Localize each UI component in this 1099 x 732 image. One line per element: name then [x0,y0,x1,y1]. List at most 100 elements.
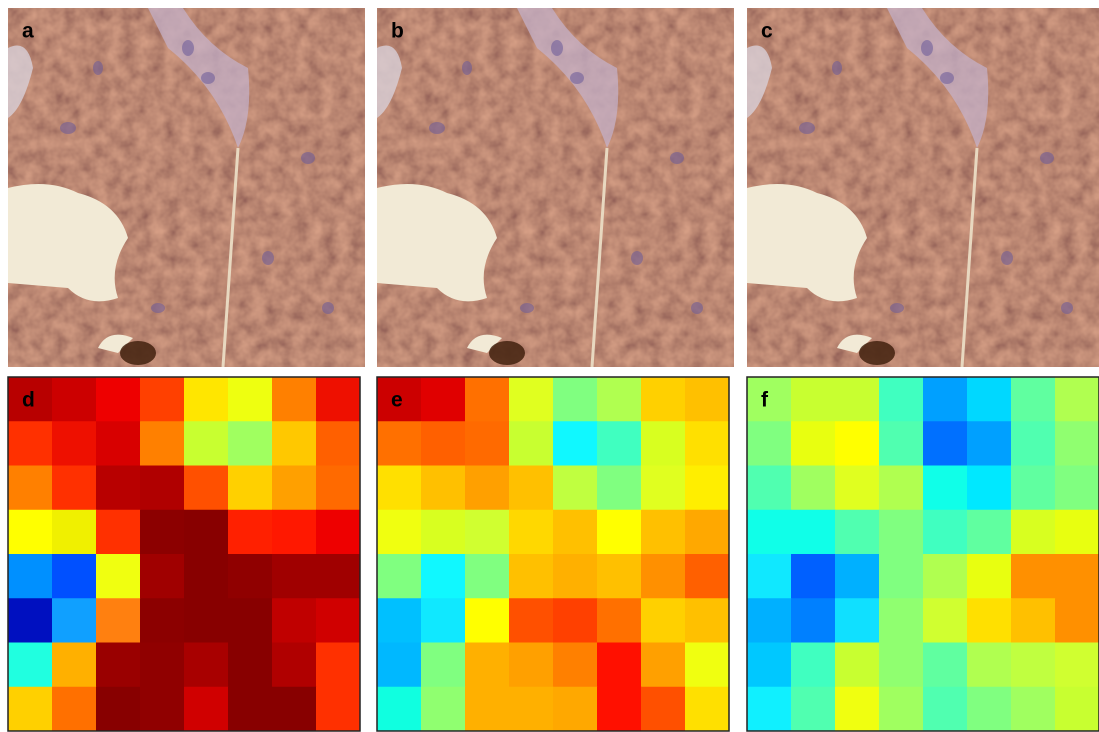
micrograph [8,8,365,367]
heatmap-cell [184,421,229,466]
heatmap-cell [685,554,730,599]
heatmap-cell [791,554,836,599]
heatmap-cell [509,466,554,511]
heatmap-cell [747,643,792,688]
heatmap-cell [228,598,273,643]
heatmap-cell [1011,510,1056,555]
heatmap-cell [8,421,53,466]
heatmap-cell [641,554,686,599]
heatmap-cell [228,466,273,511]
heatmap-cell [465,598,510,643]
heatmap-cell [377,510,422,555]
heatmap-cell [316,554,361,599]
heatmap-cell [1055,643,1099,688]
heatmap-cell [685,377,730,422]
panel-label: d [22,389,35,412]
heatmap-cell [228,377,273,422]
heatmap-cell [421,377,466,422]
heatmap-cell [835,466,880,511]
heatmap-cell [597,377,642,422]
heatmap-cell [967,510,1012,555]
heatmap-cell [228,510,273,555]
heatmap-cell [421,643,466,688]
heatmap-cell [835,377,880,422]
heatmap-cell [228,554,273,599]
heatmap-cell [272,554,317,599]
heatmap-cell [879,421,924,466]
heatmap-cell [685,421,730,466]
heatmap-cell [597,598,642,643]
heatmap-cell [52,643,97,688]
heatmap-cell [509,510,554,555]
heatmap-cell [879,598,924,643]
heatmap-cell [96,687,141,732]
heatmap-cell [685,643,730,688]
heatmap-cell [421,421,466,466]
heatmap-cell [272,377,317,422]
heatmap-cell [228,687,273,732]
heatmap-cell [553,554,598,599]
panel-label: b [391,20,404,43]
heatmap-cell [509,687,554,732]
heatmap-cell [316,421,361,466]
heatmap-cell [465,510,510,555]
heatmap-cell [747,598,792,643]
heatmap-cell [421,554,466,599]
heatmap-cell [465,687,510,732]
heatmap-cell [52,510,97,555]
heatmap-cell [184,466,229,511]
heatmap-cell [272,421,317,466]
heatmap-cell [140,466,185,511]
heatmap-cell [52,554,97,599]
heatmap-cell [1055,554,1099,599]
heatmap-cell [377,643,422,688]
heatmap-cell [421,598,466,643]
heatmap-cell [140,510,185,555]
heatmap-cell [140,554,185,599]
heatmap-cell [923,377,968,422]
heatmap-cell [553,510,598,555]
heatmap-cell [184,687,229,732]
heatmap-cell [923,466,968,511]
heatmap-cell [184,554,229,599]
heatmap-cell [1055,377,1099,422]
heatmap-cell [184,598,229,643]
heatmap-cell [272,510,317,555]
heatmap-cell [228,643,273,688]
heatmap-cell [641,421,686,466]
heatmap-cell [316,598,361,643]
heatmap-cell [1055,421,1099,466]
heatmap-cell [967,687,1012,732]
heatmap-cell [1011,598,1056,643]
heatmap-cell [52,598,97,643]
heatmap-cell [96,554,141,599]
heatmap-cell [140,421,185,466]
heatmap-cell [96,510,141,555]
heatmap-cell [184,377,229,422]
heatmap-cell [879,466,924,511]
heatmap-cell [879,377,924,422]
panel-label: f [761,389,769,412]
heatmap-cell [747,421,792,466]
heatmap-cell [52,377,97,422]
heatmap-cell [597,554,642,599]
heatmap-cell [316,377,361,422]
heatmap-cell [791,421,836,466]
heatmap-cell [96,643,141,688]
heatmap-cell [835,510,880,555]
heatmap-cell [96,421,141,466]
panel: e [377,377,730,732]
heatmap-cell [184,643,229,688]
heatmap-cell [140,687,185,732]
heatmap-cell [553,598,598,643]
heatmap-cell [96,466,141,511]
heatmap-cell [377,554,422,599]
heatmap-cell [923,598,968,643]
heatmap-cell [509,598,554,643]
heatmap-cell [923,687,968,732]
heatmap-cell [967,466,1012,511]
heatmap-cell [421,510,466,555]
heatmap-cell [465,421,510,466]
heatmap-cell [553,377,598,422]
heatmap-cell [597,510,642,555]
